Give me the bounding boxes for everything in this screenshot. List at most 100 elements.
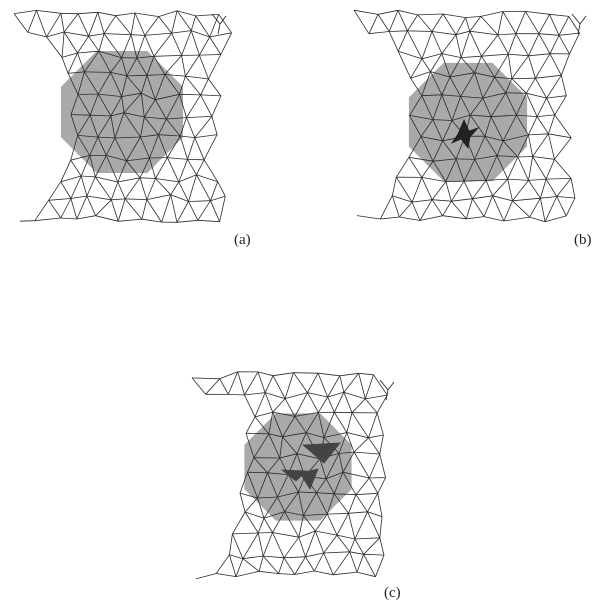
mesh-edge xyxy=(410,71,431,79)
mesh-edge xyxy=(431,31,443,54)
mesh-edge xyxy=(167,157,188,160)
mesh-edge xyxy=(88,35,100,52)
mesh-edge xyxy=(139,177,156,179)
mesh-edge xyxy=(503,200,513,222)
mesh-edge xyxy=(210,181,219,201)
mesh-edge xyxy=(229,554,237,577)
mesh-edge xyxy=(449,76,461,97)
mesh-edge xyxy=(98,33,105,52)
mesh-edge xyxy=(64,31,89,37)
mesh-edge xyxy=(77,114,91,136)
mesh-edge xyxy=(186,94,201,118)
mesh-edge xyxy=(319,458,327,479)
mesh-edge xyxy=(421,71,431,96)
mesh-edge xyxy=(245,416,256,434)
mesh-edge xyxy=(548,114,556,134)
mesh-edge xyxy=(368,437,381,455)
mesh-edge xyxy=(185,54,200,77)
mesh-edge xyxy=(460,31,471,58)
mesh-edge xyxy=(27,32,47,38)
mesh-edge xyxy=(346,412,353,433)
mesh-edge xyxy=(124,177,141,200)
mesh-edge xyxy=(368,477,379,494)
mesh-edge xyxy=(131,34,145,36)
mesh-edge xyxy=(317,373,329,398)
mesh-edge xyxy=(342,472,357,495)
mesh-edge xyxy=(254,392,266,418)
mesh-edge xyxy=(397,51,411,79)
mesh-edge xyxy=(463,180,487,182)
mesh-edge xyxy=(106,155,127,162)
mesh-edge xyxy=(146,74,165,76)
mesh-edge xyxy=(144,16,160,36)
mesh-edge xyxy=(171,10,178,34)
mesh-edge xyxy=(294,556,306,575)
mesh-edge xyxy=(179,117,187,137)
mesh-edge xyxy=(105,137,116,156)
mesh-edge xyxy=(332,551,351,576)
mesh-edge xyxy=(348,511,368,514)
mesh-edge xyxy=(409,115,433,120)
mesh-edge xyxy=(166,117,187,120)
mesh-edge xyxy=(507,156,519,180)
mesh-edge xyxy=(496,155,509,180)
mesh-edge xyxy=(316,492,335,495)
mesh-edge xyxy=(482,77,495,99)
mesh-edge xyxy=(155,157,168,179)
mesh-edge xyxy=(546,75,562,99)
mesh-edge xyxy=(421,53,442,60)
mesh-edge xyxy=(469,31,482,57)
mesh-edge xyxy=(502,114,517,142)
mesh-edge xyxy=(278,557,285,574)
mesh-edge xyxy=(358,372,374,376)
mesh-edge xyxy=(77,50,99,54)
mesh-edge xyxy=(139,157,150,178)
mesh-edge xyxy=(356,571,376,578)
mesh-edge xyxy=(515,11,526,34)
mesh-edge xyxy=(490,116,504,142)
mesh-edge xyxy=(525,77,536,94)
mesh-edge xyxy=(60,13,65,33)
mesh-edge xyxy=(190,30,200,56)
mesh-edge xyxy=(88,33,105,37)
mesh-edge xyxy=(34,200,49,221)
mesh-edge xyxy=(94,176,112,201)
mesh-edge xyxy=(343,392,353,413)
mesh-edge xyxy=(483,195,493,217)
mesh-edge xyxy=(76,195,88,220)
mesh-edge xyxy=(449,72,475,78)
mesh-edge xyxy=(397,9,418,16)
mesh-edge xyxy=(420,136,443,142)
mesh-edge xyxy=(491,114,517,118)
mesh-edge xyxy=(463,159,476,182)
mesh-edge xyxy=(123,112,145,118)
mesh-edge xyxy=(526,92,547,99)
mesh-edge xyxy=(343,391,366,400)
mesh-edge xyxy=(348,494,357,514)
mesh-edge xyxy=(407,14,419,32)
mesh-edge xyxy=(351,398,366,413)
mesh-edge xyxy=(13,10,37,14)
mesh-edge xyxy=(254,416,270,435)
mesh-edge xyxy=(537,114,555,117)
mesh-edge xyxy=(432,199,452,202)
mesh-edge xyxy=(121,75,128,97)
mesh-edge xyxy=(70,135,79,161)
mesh-edge xyxy=(186,117,196,138)
mesh-edge xyxy=(465,17,471,32)
mesh-edge xyxy=(143,99,156,118)
mesh-edge xyxy=(89,115,99,138)
mesh-edge xyxy=(442,120,453,141)
mesh-edge xyxy=(86,195,96,216)
mesh-edge xyxy=(377,477,386,494)
mesh-edge xyxy=(110,72,127,77)
mesh-edge xyxy=(264,375,274,393)
mesh-edge xyxy=(442,13,457,35)
mesh-edge xyxy=(77,13,89,37)
mesh-edge xyxy=(146,178,156,200)
mesh-edge xyxy=(333,571,358,576)
mesh-edge xyxy=(554,137,572,160)
mesh-edge xyxy=(569,32,580,55)
mesh-edge xyxy=(535,74,562,79)
mesh-edge xyxy=(296,453,320,460)
